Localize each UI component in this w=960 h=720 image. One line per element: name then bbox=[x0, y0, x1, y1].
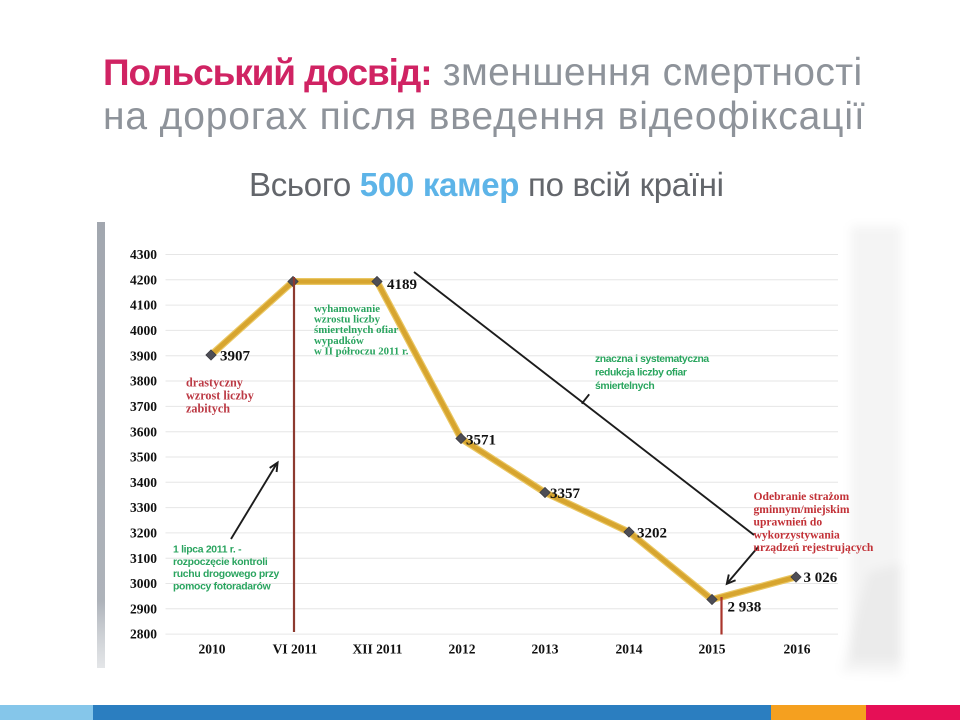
svg-text:znaczna i systematyczna: znaczna i systematyczna bbox=[595, 354, 709, 365]
svg-text:3202: 3202 bbox=[637, 526, 667, 542]
svg-text:4200: 4200 bbox=[130, 272, 157, 287]
svg-text:wzrostu liczby: wzrostu liczby bbox=[314, 314, 381, 326]
svg-text:redukcja liczby ofiar: redukcja liczby ofiar bbox=[595, 368, 687, 379]
svg-text:3600: 3600 bbox=[130, 424, 157, 439]
svg-text:3400: 3400 bbox=[130, 475, 157, 490]
svg-text:śmiertelnych ofiar: śmiertelnych ofiar bbox=[314, 324, 398, 336]
svg-text:3907: 3907 bbox=[220, 349, 251, 365]
svg-text:3571: 3571 bbox=[466, 433, 496, 449]
svg-text:3500: 3500 bbox=[130, 450, 157, 465]
svg-text:3200: 3200 bbox=[130, 526, 157, 541]
svg-text:2010: 2010 bbox=[199, 642, 226, 657]
svg-text:2800: 2800 bbox=[130, 627, 157, 642]
svg-text:2 938: 2 938 bbox=[728, 600, 762, 616]
svg-text:4189: 4189 bbox=[387, 277, 417, 293]
svg-text:uprawnień do: uprawnień do bbox=[754, 516, 823, 529]
svg-text:wypadków: wypadków bbox=[314, 335, 364, 347]
svg-text:wyhamowanie: wyhamowanie bbox=[314, 303, 380, 315]
svg-text:3300: 3300 bbox=[130, 500, 157, 515]
svg-text:3357: 3357 bbox=[550, 486, 581, 502]
svg-text:3900: 3900 bbox=[130, 348, 157, 363]
svg-text:pomocy fotoradarów: pomocy fotoradarów bbox=[173, 581, 272, 592]
svg-text:śmiertelnych: śmiertelnych bbox=[595, 381, 654, 392]
svg-text:XII 2011: XII 2011 bbox=[353, 642, 403, 657]
svg-text:3 026: 3 026 bbox=[804, 570, 838, 586]
svg-text:3700: 3700 bbox=[130, 399, 157, 414]
svg-text:gminnym/miejskim: gminnym/miejskim bbox=[754, 503, 850, 516]
svg-text:zabitych: zabitych bbox=[186, 401, 230, 415]
svg-text:3800: 3800 bbox=[130, 374, 157, 389]
svg-text:4100: 4100 bbox=[130, 298, 157, 313]
svg-text:2015: 2015 bbox=[699, 642, 726, 657]
svg-text:4300: 4300 bbox=[130, 247, 157, 262]
svg-text:1 lipca 2011 r. -: 1 lipca 2011 r. - bbox=[173, 545, 242, 556]
svg-text:drastyczny: drastyczny bbox=[186, 376, 243, 390]
svg-text:VI 2011: VI 2011 bbox=[273, 642, 318, 657]
svg-text:4000: 4000 bbox=[130, 323, 157, 338]
svg-text:2014: 2014 bbox=[616, 642, 643, 657]
svg-text:wzrost liczby: wzrost liczby bbox=[186, 388, 254, 402]
svg-text:wykorzystywania: wykorzystywania bbox=[754, 528, 841, 541]
svg-text:2900: 2900 bbox=[130, 601, 157, 616]
svg-text:3100: 3100 bbox=[130, 551, 157, 566]
svg-text:2016: 2016 bbox=[784, 642, 811, 657]
svg-text:rozpoczęcie kontroli: rozpoczęcie kontroli bbox=[173, 557, 268, 568]
svg-text:urządzeń rejestrujących: urządzeń rejestrujących bbox=[754, 541, 874, 554]
svg-text:w II półroczu 2011 r.: w II półroczu 2011 r. bbox=[314, 345, 409, 357]
svg-text:2012: 2012 bbox=[449, 642, 476, 657]
svg-text:2013: 2013 bbox=[532, 642, 559, 657]
svg-text:3000: 3000 bbox=[130, 576, 157, 591]
svg-text:Odebranie strażom: Odebranie strażom bbox=[754, 490, 850, 503]
svg-text:ruchu drogowego przy: ruchu drogowego przy bbox=[173, 569, 280, 580]
